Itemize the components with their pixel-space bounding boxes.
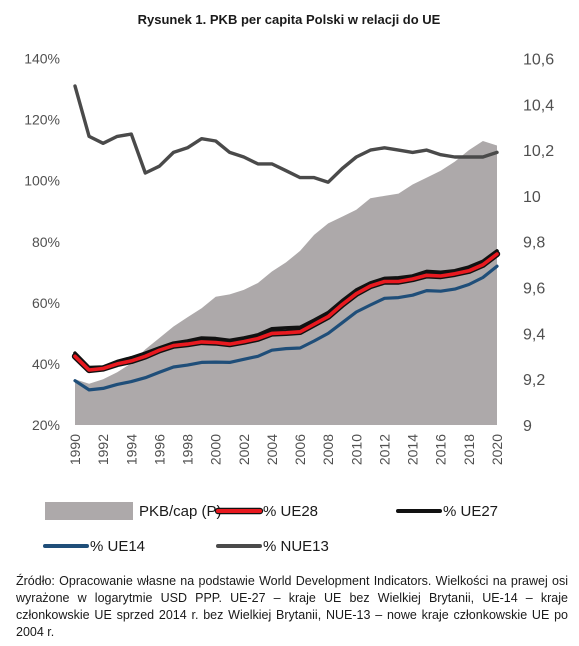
x-axis-ticks: 1990 1992 1994 1996 1998 2000 2002 2004 2006 2008… <box>67 434 505 465</box>
series-line-ue14 <box>73 264 499 392</box>
x-tick-label: 2002 <box>236 434 252 465</box>
left-tick-label: 140% <box>24 51 60 67</box>
legend-label: PKB/cap (P) <box>139 503 222 520</box>
x-tick-label: 2016 <box>433 434 449 465</box>
x-tick-label: 2010 <box>348 434 364 465</box>
x-tick-label: 2006 <box>292 434 308 465</box>
x-tick-label: 2012 <box>377 434 393 465</box>
area-pkb-cap <box>75 141 497 425</box>
left-tick-label: 100% <box>24 173 60 189</box>
legend-label: % NUE13 <box>263 538 329 555</box>
legend-item: % NUE13 <box>216 538 329 555</box>
series-line-ue28 <box>73 252 499 372</box>
right-tick-label: 9,6 <box>523 281 545 298</box>
series-line-nue13 <box>73 84 499 184</box>
x-tick-label: 2008 <box>320 434 336 465</box>
legend: PKB/cap (P) % UE28 % UE27 % UE14 % NUE13 <box>43 502 498 555</box>
right-tick-label: 10,6 <box>523 52 554 69</box>
left-tick-label: 40% <box>32 356 60 372</box>
legend-item: % UE27 <box>396 503 498 520</box>
left-axis-ticks: 20% 40% 60% 80% 100% 120% 140% <box>24 51 60 434</box>
lines-layer <box>71 84 501 392</box>
left-tick-label: 60% <box>32 295 60 311</box>
right-tick-label: 9,8 <box>523 235 545 252</box>
legend-label: % UE27 <box>443 503 498 520</box>
x-tick-label: 2018 <box>461 434 477 465</box>
x-tick-label: 2014 <box>405 434 421 465</box>
legend-item: % UE28 <box>214 503 318 520</box>
right-tick-label: 9,2 <box>523 372 545 389</box>
x-tick-label: 1996 <box>151 434 167 465</box>
source-note: Źródło: Opracowanie własne na podstawie … <box>16 574 568 639</box>
x-tick-label: 1994 <box>123 434 139 465</box>
left-tick-label: 120% <box>24 112 60 128</box>
chart-figure: Rysunek 1. PKB per capita Polski w relac… <box>24 12 554 555</box>
left-tick-label: 80% <box>32 234 60 250</box>
x-tick-label: 1998 <box>180 434 196 465</box>
right-axis-ticks: 9 9,2 9,4 9,6 9,8 10 10,2 10,4 10,6 <box>523 52 554 436</box>
right-tick-label: 10,2 <box>523 143 554 160</box>
x-tick-label: 2000 <box>208 434 224 465</box>
right-tick-label: 9 <box>523 418 532 435</box>
x-tick-label: 2004 <box>264 434 280 465</box>
right-tick-label: 10,4 <box>523 97 554 114</box>
right-tick-label: 10 <box>523 189 541 206</box>
x-tick-label: 1990 <box>67 434 83 465</box>
legend-label: % UE28 <box>263 503 318 520</box>
area-layer <box>75 141 497 425</box>
x-tick-label: 1992 <box>95 434 111 465</box>
legend-item: % UE14 <box>43 538 145 555</box>
chart-title: Rysunek 1. PKB per capita Polski w relac… <box>138 12 441 27</box>
left-tick-label: 20% <box>32 417 60 433</box>
legend-label: % UE14 <box>90 538 145 555</box>
x-tick-label: 2020 <box>489 434 505 465</box>
legend-item: PKB/cap (P) <box>45 502 222 520</box>
legend-swatch <box>45 502 133 520</box>
right-tick-label: 9,4 <box>523 326 545 343</box>
